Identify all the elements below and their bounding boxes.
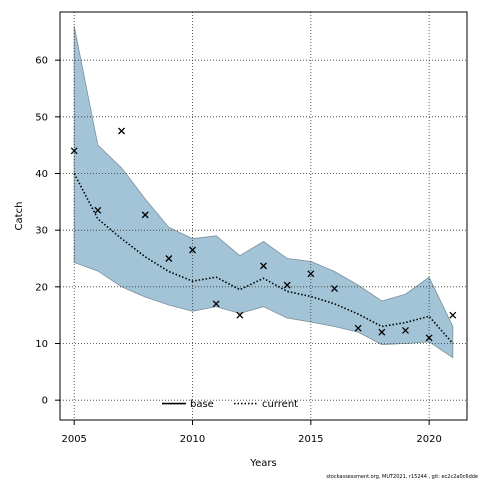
x-axis-title: Years — [249, 458, 276, 469]
x-tick-label: 2020 — [416, 434, 441, 445]
observed-point — [70, 147, 78, 155]
y-tick-label: 30 — [35, 226, 48, 237]
observed-point — [402, 327, 409, 334]
observed-point — [354, 324, 362, 332]
series-line-layer — [73, 173, 454, 345]
observed-point — [283, 281, 291, 289]
observed-point — [141, 211, 149, 219]
grid-layer — [60, 12, 467, 420]
confidence-band — [73, 26, 454, 359]
y-axis-ticks: 0 10 20 30 40 50 60 — [35, 56, 60, 407]
confidence-band-layer — [73, 26, 454, 359]
plot-frame — [59, 11, 468, 421]
footer-note: stockassessment.org, MUT2021, r15244 , g… — [326, 474, 478, 480]
observed-point — [212, 300, 220, 308]
observed-point — [260, 262, 267, 270]
y-tick-label: 20 — [35, 282, 48, 293]
observed-point — [118, 127, 125, 135]
y-tick-label: 40 — [35, 169, 48, 180]
y-tick-label: 10 — [35, 339, 48, 350]
observed-point — [449, 311, 457, 319]
legend-base-label: base — [190, 399, 214, 410]
y-axis-title: Catch — [14, 202, 25, 231]
observed-point — [307, 270, 315, 278]
observed-point — [236, 311, 244, 319]
x-axis-ticks: 2005 2010 2015 2020 — [61, 420, 442, 445]
observed-point — [94, 206, 102, 214]
series-line-current — [73, 173, 454, 345]
legend-current-label: current — [262, 399, 298, 410]
observed-point — [189, 246, 196, 254]
y-tick-label: 0 — [42, 396, 48, 407]
x-tick-label: 2005 — [61, 434, 86, 445]
x-tick-label: 2015 — [298, 434, 323, 445]
observed-points-layer — [70, 127, 457, 342]
observed-point — [331, 285, 338, 292]
observed-point — [378, 328, 386, 336]
x-tick-label: 2010 — [180, 434, 205, 445]
y-tick-label: 60 — [35, 56, 48, 67]
y-tick-label: 50 — [35, 112, 48, 123]
legend: base current — [162, 399, 298, 410]
observed-point — [165, 255, 173, 262]
observed-point — [425, 334, 433, 342]
